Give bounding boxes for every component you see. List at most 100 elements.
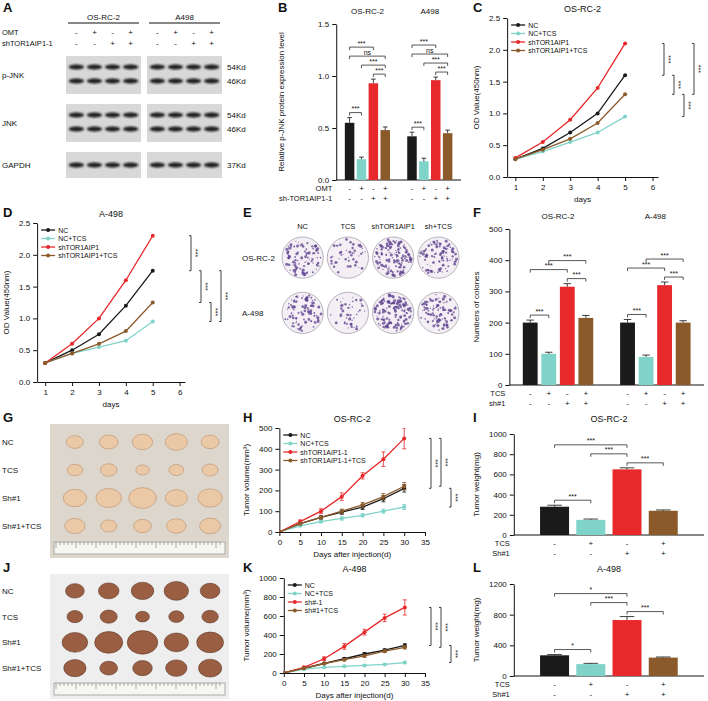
y-tick: 400	[493, 491, 513, 500]
condition-sign: +	[422, 184, 427, 193]
y-tick-label: 0.0	[489, 173, 501, 182]
condition-sign: +	[661, 539, 666, 548]
band	[150, 162, 165, 167]
tumor	[67, 464, 82, 475]
colony	[351, 320, 352, 321]
y-tick-mark	[510, 515, 514, 516]
point	[381, 457, 385, 461]
condition-sign: +	[644, 389, 649, 398]
colony	[353, 249, 356, 252]
point	[322, 662, 326, 666]
colony	[441, 314, 443, 316]
colony	[333, 244, 336, 247]
ruler-tick	[204, 542, 205, 545]
x-tick-label: 4	[596, 183, 601, 192]
colony	[298, 242, 299, 243]
x-axis-title: days	[103, 400, 120, 409]
x-axis-line	[284, 673, 425, 674]
x-axis: 123456	[38, 382, 186, 397]
x-tick-mark	[383, 532, 384, 536]
colony	[285, 263, 288, 266]
point	[361, 503, 365, 507]
x-tick: 20	[359, 532, 368, 547]
condition-sign: +	[681, 389, 686, 398]
colony	[383, 299, 384, 300]
y-axis: 04008001200	[489, 580, 514, 681]
ruler-tick	[124, 542, 125, 545]
colony	[317, 252, 319, 254]
error-bar	[362, 654, 366, 657]
size-label: 46Kd	[227, 125, 246, 134]
y-tick: 400	[493, 641, 513, 650]
bar	[357, 159, 367, 180]
colony	[433, 241, 436, 244]
colony	[446, 260, 448, 262]
x-tick-mark	[321, 532, 322, 536]
panel: B0.00.51.01.5--+--+++OS-RC-2--+--+++A498…	[277, 0, 461, 203]
colony	[405, 251, 407, 253]
significance-bracket	[439, 438, 441, 486]
colony	[437, 309, 439, 311]
condition-sign: -	[663, 389, 666, 398]
marks	[540, 617, 678, 676]
colony	[288, 306, 290, 308]
colony	[330, 314, 331, 315]
colony	[391, 295, 393, 297]
y-axis-title: OD Value(450nm)	[472, 65, 481, 129]
colony	[425, 269, 427, 271]
colony	[381, 299, 384, 302]
colony	[439, 242, 442, 245]
legend: NCNC+TCSshTOR1AIP1-1shTOR1AIP1-1+TCS	[283, 432, 366, 465]
significance-bracket	[219, 271, 221, 322]
point	[279, 530, 281, 532]
tumor	[95, 632, 123, 654]
ruler-tick	[176, 542, 177, 548]
colony	[294, 299, 295, 300]
legend-marker	[46, 254, 50, 258]
colony	[403, 269, 405, 271]
plate	[327, 237, 368, 278]
x-tick: 0	[282, 673, 287, 688]
error-bar	[582, 315, 589, 317]
y-tick-mark	[505, 291, 509, 292]
x-axis-title: days	[574, 195, 591, 204]
colony	[423, 306, 424, 307]
significance-bracket	[646, 259, 683, 262]
colony	[382, 302, 384, 304]
significance-label: ***	[442, 458, 449, 466]
colony	[400, 325, 403, 328]
significance-label: ***	[670, 270, 678, 277]
condition-sign: +	[128, 39, 133, 48]
legend-marker	[288, 450, 292, 454]
condition-label: TCS	[490, 389, 505, 398]
colony	[379, 244, 382, 247]
condition-sign: +	[359, 184, 364, 193]
point	[596, 86, 600, 90]
y-tick: 400	[489, 256, 509, 265]
x-tick: 5	[302, 673, 307, 688]
error-bar	[361, 473, 365, 479]
y-tick: 1200	[489, 580, 514, 589]
column-label: shTOR1AIP1	[372, 222, 415, 231]
error-bar	[624, 319, 631, 322]
colony	[386, 317, 389, 320]
y-tick: 600	[263, 612, 283, 621]
y-axis-line	[37, 224, 38, 383]
point	[361, 474, 365, 478]
colony	[393, 274, 396, 277]
condition-label: sh-TOR1AIP1-1	[279, 194, 332, 203]
tumor	[96, 488, 121, 507]
y-tick-mark	[33, 350, 37, 351]
error-bar	[656, 656, 670, 658]
band	[123, 64, 138, 69]
point	[623, 92, 627, 96]
point	[124, 339, 128, 343]
x-tick: 2	[70, 382, 75, 397]
colony	[292, 317, 295, 320]
ruler-tick	[188, 683, 189, 686]
y-tick-mark	[332, 128, 336, 129]
colony	[316, 249, 319, 252]
row-label: NC	[2, 587, 14, 596]
colony	[446, 270, 448, 272]
bar	[578, 318, 593, 385]
